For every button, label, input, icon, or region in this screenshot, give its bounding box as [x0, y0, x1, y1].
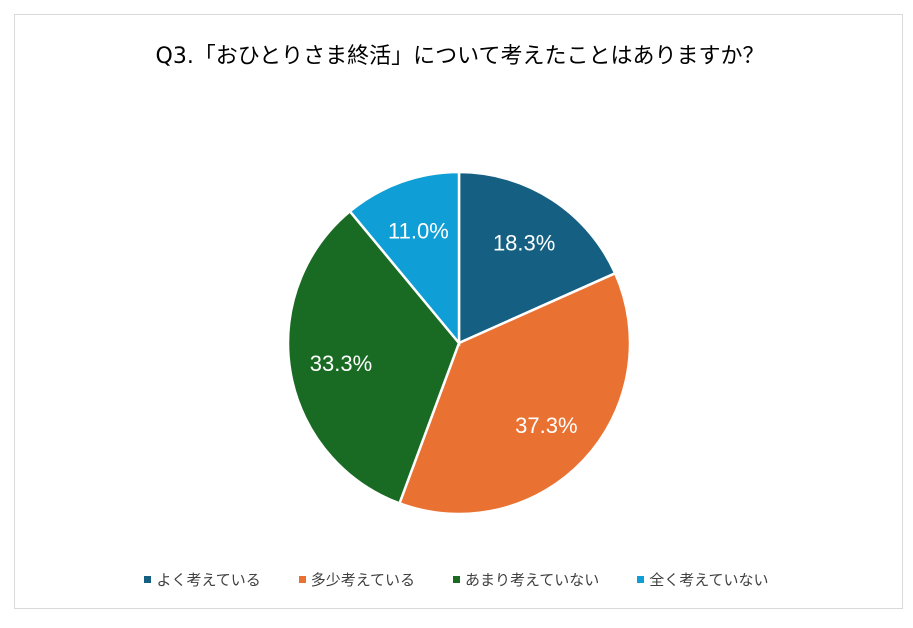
chart-title: Q3.「おひとりさま終活」について考えたことはありますか？: [155, 44, 765, 69]
legend-label: よく考えている: [156, 571, 261, 589]
legend: よく考えている 多少考えている あまり考えていない 全く考えていない: [0, 569, 913, 590]
pie-slice: [457, 170, 617, 345]
legend-swatch: [453, 576, 460, 583]
legend-swatch: [637, 576, 645, 583]
legend-label: あまり考えていない: [465, 571, 600, 589]
legend-item: 全く考えていない: [637, 569, 769, 590]
data-label: 18.3%: [493, 231, 555, 256]
legend-label: 全く考えていない: [649, 571, 769, 589]
pie-slice: [397, 271, 632, 516]
pie-slice: [286, 209, 461, 505]
data-label: 11.0%: [388, 218, 449, 243]
legend-item: よく考えている: [144, 569, 261, 590]
data-label: 33.3%: [310, 351, 372, 376]
legend-swatch: [298, 576, 306, 583]
data-label: 37.3%: [515, 413, 577, 438]
legend-item: 多少考えている: [298, 569, 415, 590]
pie-slice: [348, 170, 461, 347]
legend-swatch: [144, 576, 152, 583]
legend-item: あまり考えていない: [453, 569, 599, 590]
legend-label: 多少考えている: [310, 571, 415, 589]
